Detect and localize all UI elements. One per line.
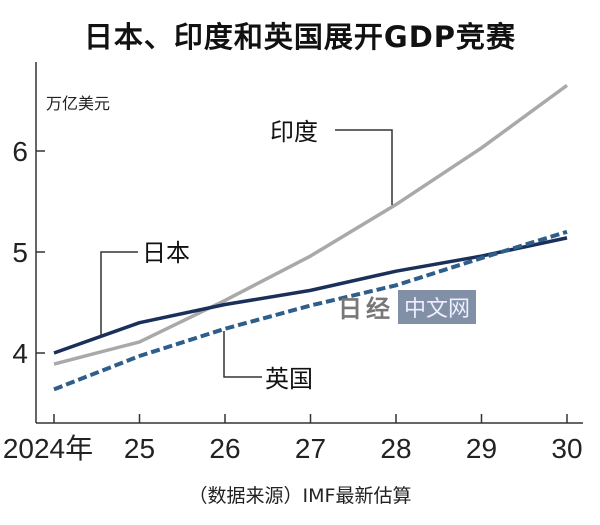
x-tick-label: 27 — [295, 433, 326, 464]
source-note: （数据来源）IMF最新估算 — [188, 485, 412, 507]
series-line-英国 — [53, 229, 568, 392]
series-label: 印度 — [270, 118, 318, 146]
y-tick-label: 6 — [12, 136, 28, 167]
series-line-印度 — [53, 83, 569, 366]
watermark-text: 中文网 — [398, 289, 477, 324]
chart-title: 日本、印度和英国展开GDP竞赛 — [83, 20, 517, 54]
watermark: 日经 中文网 — [338, 289, 477, 324]
x-tick-label: 30 — [551, 433, 582, 464]
callout-leader — [223, 331, 262, 378]
y-axis-unit-label: 万亿美元 — [46, 94, 111, 113]
x-tick-label: 25 — [124, 433, 155, 464]
watermark-logo: 日经 — [338, 295, 394, 323]
x-tick-label: 2024年 — [3, 433, 93, 464]
x-tick-label: 28 — [380, 433, 411, 464]
series-label: 英国 — [265, 365, 313, 393]
x-tick-label: 26 — [209, 433, 240, 464]
callout-leader — [335, 129, 393, 205]
y-tick-label: 5 — [12, 237, 28, 268]
x-tick-label: 29 — [466, 433, 497, 464]
callout-leader — [100, 251, 138, 336]
y-tick-label: 4 — [12, 338, 28, 369]
series-label: 日本 — [142, 239, 190, 267]
